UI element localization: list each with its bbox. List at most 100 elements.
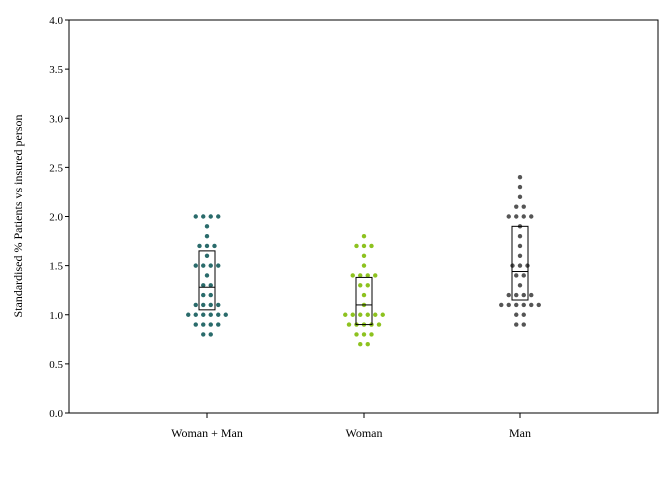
data-point <box>529 214 534 219</box>
y-tick-label: 2.5 <box>49 162 63 174</box>
data-point <box>358 342 363 347</box>
data-point <box>521 273 526 278</box>
data-point <box>208 322 213 327</box>
data-point <box>365 273 370 278</box>
data-point <box>216 322 221 327</box>
data-point <box>201 332 206 337</box>
data-point <box>208 312 213 317</box>
y-tick-label: 3.5 <box>49 64 63 76</box>
data-point <box>361 233 367 239</box>
data-point <box>506 214 511 219</box>
data-point <box>521 204 526 209</box>
iqr-box <box>511 225 529 301</box>
data-point <box>521 322 526 327</box>
data-point <box>514 322 519 327</box>
data-point <box>350 312 355 317</box>
data-point <box>204 233 210 239</box>
data-point <box>343 312 348 317</box>
y-tick-label: 0.5 <box>49 359 63 371</box>
data-point <box>204 224 210 229</box>
y-tick-label: 4.0 <box>49 15 63 27</box>
y-tick-label: 3.0 <box>49 113 63 125</box>
x-category-label: Woman + Man <box>171 426 243 440</box>
data-point <box>208 283 213 288</box>
data-point <box>208 292 213 298</box>
data-point <box>208 214 213 219</box>
data-point <box>369 332 374 337</box>
iqr-box <box>355 276 373 326</box>
data-point <box>354 243 359 249</box>
y-tick-label: 1.0 <box>49 310 63 322</box>
data-point <box>208 263 213 268</box>
data-point <box>201 283 206 288</box>
data-point <box>193 302 198 308</box>
y-axis: 0.0 0.5 1.0 1.5 2.0 2.5 3.0 3.5 4.0 <box>49 15 69 420</box>
series-1 <box>186 214 228 337</box>
data-point <box>365 283 370 288</box>
data-point <box>201 214 206 219</box>
data-point <box>201 302 206 308</box>
data-point <box>499 302 504 308</box>
data-point <box>361 332 367 337</box>
y-tick-label: 0.0 <box>49 408 63 420</box>
data-point <box>517 175 523 180</box>
data-point <box>521 312 526 317</box>
data-point <box>517 263 523 268</box>
data-point <box>517 243 523 249</box>
data-point <box>514 292 519 298</box>
data-point <box>376 322 382 327</box>
data-point <box>514 302 519 308</box>
data-point <box>223 312 228 317</box>
y-axis-title: Standardised % Patients vs insured perso… <box>11 115 25 318</box>
data-point <box>216 263 221 268</box>
data-point <box>193 214 198 219</box>
data-point <box>514 273 519 278</box>
data-point <box>212 243 217 249</box>
data-point <box>521 302 526 308</box>
data-point <box>514 204 519 209</box>
data-point <box>197 243 202 249</box>
data-point <box>358 312 363 317</box>
data-point <box>358 283 363 288</box>
data-point <box>201 322 206 327</box>
data-point <box>517 184 523 190</box>
y-tick-label: 2.0 <box>49 212 63 224</box>
series-3 <box>499 175 541 327</box>
data-point <box>517 253 523 258</box>
data-point <box>536 302 541 308</box>
data-point <box>361 243 367 249</box>
data-point <box>208 302 213 308</box>
y-tick-label: 1.5 <box>49 261 63 273</box>
data-point <box>193 322 198 327</box>
data-point <box>361 263 367 268</box>
data-point <box>365 312 370 317</box>
data-point <box>193 263 198 268</box>
data-point <box>373 273 378 278</box>
data-point <box>208 332 213 337</box>
plot-frame <box>68 19 659 414</box>
series-2 <box>343 233 385 347</box>
data-point <box>346 322 352 327</box>
data-point <box>354 332 359 337</box>
iqr-box <box>198 250 216 311</box>
data-point <box>506 292 511 298</box>
data-point <box>216 214 221 219</box>
data-point <box>186 312 191 317</box>
data-point <box>373 312 378 317</box>
data-point <box>517 283 523 288</box>
data-point <box>216 312 221 317</box>
data-point <box>361 292 367 298</box>
data-point <box>350 273 355 278</box>
data-point <box>514 312 519 317</box>
x-category-label: Man <box>509 426 531 440</box>
data-point <box>514 214 519 219</box>
data-point <box>369 243 374 249</box>
data-point <box>517 233 523 239</box>
data-point <box>361 253 367 258</box>
data-point <box>216 302 221 308</box>
x-category-label: Woman <box>345 426 382 440</box>
x-axis: Woman + Man Woman Man <box>171 413 531 440</box>
data-point <box>358 273 363 278</box>
data-point <box>201 292 206 298</box>
